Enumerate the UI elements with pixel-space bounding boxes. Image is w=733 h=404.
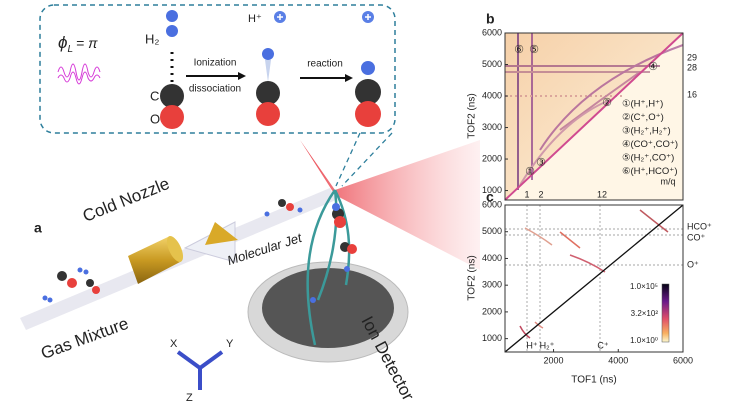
- marker: ③: [536, 157, 546, 169]
- molecules: [42, 199, 357, 303]
- x-axis-label: TOF1 (ns): [571, 375, 616, 386]
- arrowhead: [238, 72, 246, 80]
- ion-label: H₂⁺: [540, 340, 555, 350]
- panel-label: a: [34, 220, 42, 236]
- arrowhead: [345, 74, 353, 82]
- x-tick-label: 4000: [608, 355, 628, 365]
- cone: [205, 222, 238, 245]
- marker: ①: [525, 166, 535, 178]
- y-tick-label: 3000: [482, 122, 502, 132]
- ion-label: C⁺: [597, 340, 608, 350]
- y-tick-label: 6000: [482, 199, 502, 209]
- atom: [256, 102, 280, 126]
- mass-label: 29: [687, 52, 697, 62]
- atom: [361, 61, 375, 75]
- y-tick-label: 5000: [482, 59, 502, 69]
- legend-entry: ③(H₂⁺,H₂⁺): [622, 126, 671, 137]
- atom: [160, 84, 184, 108]
- axis-name: X: [170, 338, 178, 350]
- step-label: dissociation: [189, 84, 241, 95]
- h2-label: H₂: [145, 31, 159, 46]
- ion-label: H⁺: [526, 340, 537, 350]
- panel-label: b: [486, 11, 495, 27]
- mass-label: 2: [538, 189, 543, 199]
- mq-label: m/q: [660, 176, 675, 186]
- plot-c: c TOF2 (ns) TOF1 (ns) HCO⁺ CO⁺ O⁺ H⁺ H₂⁺…: [467, 189, 712, 386]
- atom: [160, 105, 184, 129]
- diagonal: [504, 204, 684, 353]
- detector: [262, 268, 394, 348]
- marker: ⑤: [529, 44, 539, 56]
- atom: [166, 25, 178, 37]
- plus: [365, 14, 371, 20]
- colorbar-label: 3.2×10²: [631, 309, 659, 318]
- y-tick-label: 2000: [482, 153, 502, 163]
- trail: [265, 60, 271, 82]
- y-tick-label: 4000: [482, 253, 502, 263]
- y-tick-label: 3000: [482, 280, 502, 290]
- y-tick-label: 5000: [482, 226, 502, 236]
- mass-label: 16: [687, 89, 697, 99]
- panel-label: c: [486, 189, 494, 205]
- legend-entry: ④(CO⁺,CO⁺): [622, 139, 678, 150]
- legend-entry: ①(H⁺,H⁺): [622, 99, 663, 110]
- plot-b: b TOF2 (ns) ⑥ ⑤ ④ ③ ② ① 29 28 16 1 2 12 …: [467, 11, 697, 201]
- frame-axes: [176, 350, 224, 390]
- y-tick-label: 1000: [482, 333, 502, 343]
- colorbar: [661, 283, 670, 343]
- gas-label: Gas Mixture: [38, 314, 131, 363]
- atom: [262, 48, 274, 60]
- y-tick-label: 2000: [482, 306, 502, 316]
- step-label: reaction: [307, 59, 343, 70]
- proton-label: H⁺: [248, 13, 262, 25]
- x-tick-label: 2000: [544, 355, 564, 365]
- pulse: [57, 63, 101, 85]
- ion-label: O⁺: [687, 259, 699, 269]
- colorbar-label: 1.0×10⁰: [630, 336, 658, 345]
- mass-label: 28: [687, 62, 697, 72]
- o-label: O: [150, 111, 160, 126]
- nozzle-face: [166, 236, 184, 262]
- y-axis-label: TOF2 (ns): [467, 93, 478, 138]
- nozzle-label: Cold Nozzle: [80, 174, 172, 226]
- ion-label: CO⁺: [687, 232, 706, 242]
- mass-label: 12: [597, 189, 607, 199]
- nozzle: [128, 236, 180, 284]
- laser: [300, 140, 480, 270]
- colorbar-label: 1.0×10⁵: [630, 282, 658, 291]
- legend-entry: ⑤(H₂⁺,CO⁺): [622, 153, 674, 164]
- mass-label: 1: [524, 189, 529, 199]
- marker: ②: [602, 97, 612, 109]
- atom: [166, 10, 178, 22]
- atom: [256, 81, 280, 105]
- plus: [277, 14, 283, 20]
- phase: ϕL = π: [58, 33, 98, 54]
- axis-name: Y: [226, 338, 234, 350]
- traces: [519, 209, 669, 339]
- trajectory: [306, 189, 351, 346]
- c-label: C: [150, 88, 159, 103]
- inset: ϕL = π H₂ C O Ionization dissociation H⁺ …: [39, 4, 396, 187]
- marker: ④: [648, 61, 658, 73]
- marker: ⑥: [514, 44, 524, 56]
- atom: [355, 101, 381, 127]
- legend-entry: ②(C⁺,O⁺): [622, 112, 664, 123]
- zoom-lines: [335, 132, 393, 187]
- diagonal: [504, 32, 684, 201]
- scene: a Cold Nozzle Molecular Jet Gas Mixture …: [20, 140, 480, 404]
- y-tick-label: 6000: [482, 27, 502, 37]
- legend-entry: ⑥(H⁺,HCO⁺): [622, 166, 677, 177]
- axis-name: Z: [186, 392, 193, 404]
- y-axis-label: TOF2 (ns): [467, 255, 478, 300]
- ion-label: HCO⁺: [687, 221, 712, 231]
- y-tick-label: 1000: [482, 185, 502, 195]
- x-tick-label: 6000: [673, 355, 693, 365]
- step-label: Ionization: [194, 58, 237, 69]
- atom: [355, 79, 381, 105]
- plot-frame: [504, 32, 684, 201]
- y-tick-label: 4000: [482, 90, 502, 100]
- plot-frame: [504, 204, 684, 353]
- inset-frame: [39, 4, 396, 134]
